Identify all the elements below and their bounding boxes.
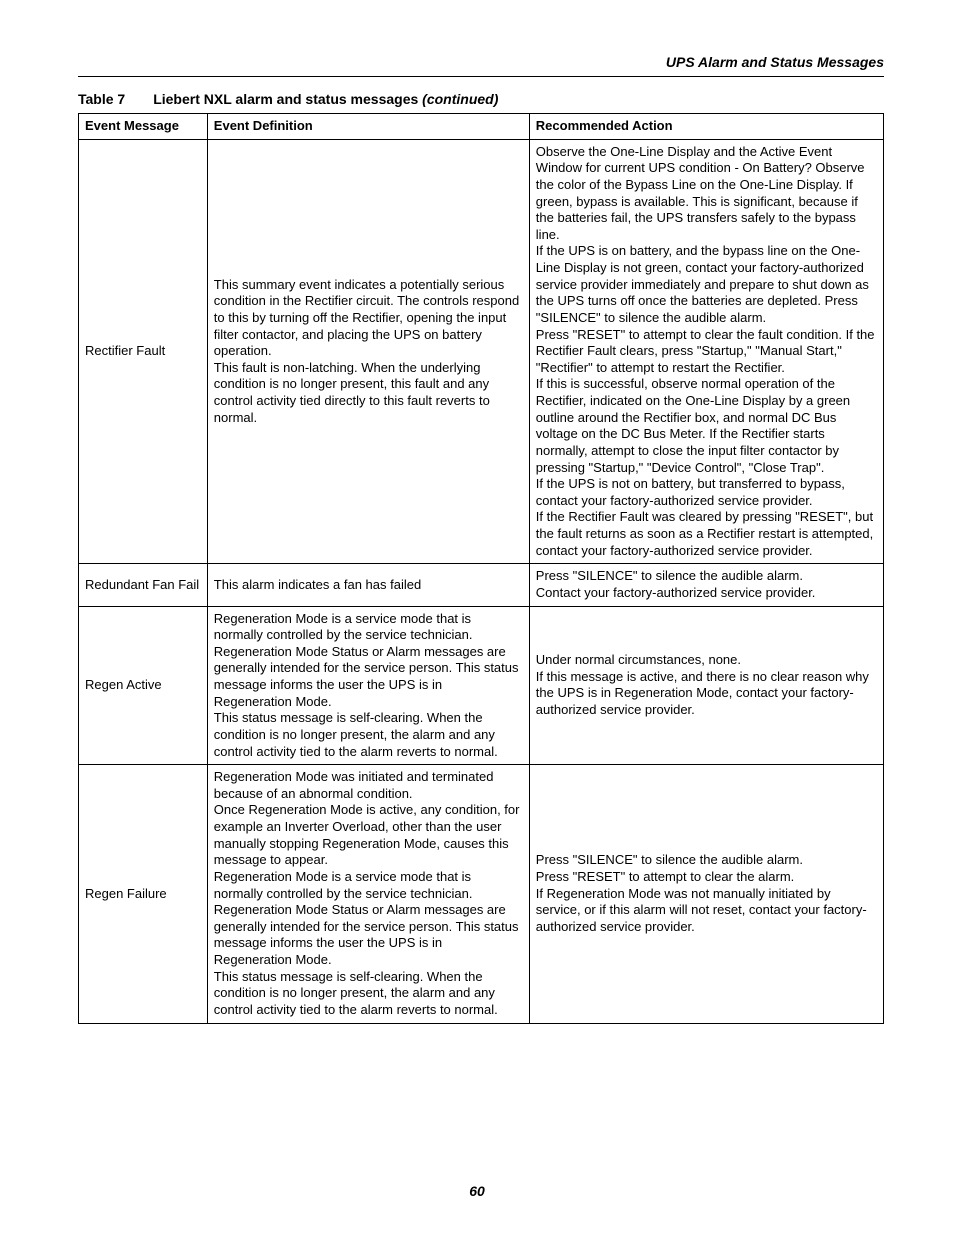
col-event-definition: Event Definition bbox=[207, 114, 529, 140]
act-para: Press "RESET" to attempt to clear the fa… bbox=[536, 327, 877, 377]
act-para: If the UPS is not on battery, but transf… bbox=[536, 476, 877, 509]
def-para: This summary event indicates a potential… bbox=[214, 277, 523, 360]
page-number: 60 bbox=[0, 1183, 954, 1199]
def-para: Regeneration Mode was initiated and term… bbox=[214, 769, 523, 802]
cell-act: Under normal circumstances, none. If thi… bbox=[529, 606, 883, 765]
cell-msg: Regen Failure bbox=[79, 765, 208, 1023]
table-row: Regen Failure Regeneration Mode was init… bbox=[79, 765, 884, 1023]
cell-def: This alarm indicates a fan has failed bbox=[207, 564, 529, 606]
table-caption: Table 7 Liebert NXL alarm and status mess… bbox=[78, 91, 884, 107]
rule-top bbox=[78, 76, 884, 77]
def-para: Regeneration Mode is a service mode that… bbox=[214, 611, 523, 711]
cell-act: Observe the One-Line Display and the Act… bbox=[529, 139, 883, 564]
act-para: If this message is active, and there is … bbox=[536, 669, 877, 719]
act-para: If the Rectifier Fault was cleared by pr… bbox=[536, 509, 877, 559]
act-para: Press "RESET" to attempt to clear the al… bbox=[536, 869, 877, 886]
running-head: UPS Alarm and Status Messages bbox=[78, 54, 884, 70]
table-header-row: Event Message Event Definition Recommend… bbox=[79, 114, 884, 140]
cell-msg: Regen Active bbox=[79, 606, 208, 765]
cell-act: Press "SILENCE" to silence the audible a… bbox=[529, 564, 883, 606]
def-para: This status message is self-clearing. Wh… bbox=[214, 710, 523, 760]
act-para: If Regeneration Mode was not manually in… bbox=[536, 886, 877, 936]
cell-def: Regeneration Mode is a service mode that… bbox=[207, 606, 529, 765]
table-label: Table 7 bbox=[78, 91, 125, 107]
table-row: Regen Active Regeneration Mode is a serv… bbox=[79, 606, 884, 765]
cell-act: Press "SILENCE" to silence the audible a… bbox=[529, 765, 883, 1023]
col-recommended-action: Recommended Action bbox=[529, 114, 883, 140]
def-para: Regeneration Mode is a service mode that… bbox=[214, 869, 523, 969]
act-para: Contact your factory-authorized service … bbox=[536, 585, 877, 602]
table-title: Liebert NXL alarm and status messages bbox=[153, 91, 418, 107]
table-row: Rectifier Fault This summary event indic… bbox=[79, 139, 884, 564]
act-para: Observe the One-Line Display and the Act… bbox=[536, 144, 877, 244]
cell-msg: Rectifier Fault bbox=[79, 139, 208, 564]
cell-msg: Redundant Fan Fail bbox=[79, 564, 208, 606]
def-para: This fault is non-latching. When the und… bbox=[214, 360, 523, 427]
act-para: Under normal circumstances, none. bbox=[536, 652, 877, 669]
def-para: This status message is self-clearing. Wh… bbox=[214, 969, 523, 1019]
act-para: If this is successful, observe normal op… bbox=[536, 376, 877, 476]
table-row: Redundant Fan Fail This alarm indicates … bbox=[79, 564, 884, 606]
alarm-table: Event Message Event Definition Recommend… bbox=[78, 113, 884, 1024]
cell-def: This summary event indicates a potential… bbox=[207, 139, 529, 564]
col-event-message: Event Message bbox=[79, 114, 208, 140]
def-para: This alarm indicates a fan has failed bbox=[214, 577, 523, 594]
act-para: Press "SILENCE" to silence the audible a… bbox=[536, 568, 877, 585]
cell-def: Regeneration Mode was initiated and term… bbox=[207, 765, 529, 1023]
act-para: Press "SILENCE" to silence the audible a… bbox=[536, 852, 877, 869]
table-continued: (continued) bbox=[422, 91, 498, 107]
act-para: If the UPS is on battery, and the bypass… bbox=[536, 243, 877, 326]
def-para: Once Regeneration Mode is active, any co… bbox=[214, 802, 523, 869]
